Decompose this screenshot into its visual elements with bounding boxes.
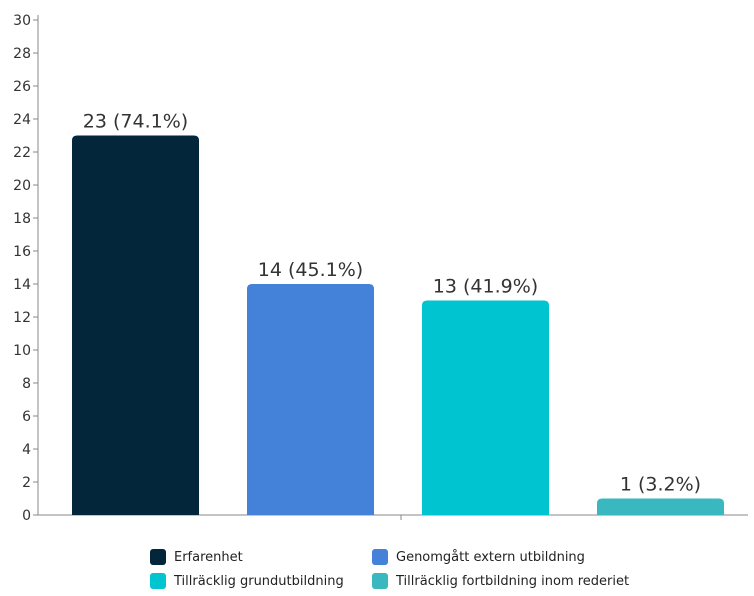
y-tick-label: 8 bbox=[22, 376, 31, 392]
legend-label: Tillräcklig grundutbildning bbox=[174, 573, 344, 589]
bar-3[interactable] bbox=[597, 498, 724, 516]
legend-item-3[interactable]: Tillräcklig fortbildning inom rederiet bbox=[372, 573, 672, 589]
bars bbox=[72, 135, 724, 516]
y-tick-label: 12 bbox=[13, 310, 31, 326]
y-tick-label: 24 bbox=[13, 112, 31, 128]
y-tick-label: 22 bbox=[13, 145, 31, 161]
data-label-2: 13 (41.9%) bbox=[433, 276, 538, 298]
y-tick-label: 10 bbox=[13, 343, 31, 359]
legend-swatch bbox=[150, 549, 166, 565]
y-tick-label: 26 bbox=[13, 79, 31, 95]
y-tick-label: 16 bbox=[13, 244, 31, 260]
legend-swatch bbox=[372, 549, 388, 565]
legend-item-2[interactable]: Tillräcklig grundutbildning bbox=[150, 573, 372, 589]
data-labels: 23 (74.1%) 14 (45.1%) 13 (41.9%) 1 (3.2%) bbox=[83, 111, 701, 496]
legend-item-0[interactable]: Erfarenhet bbox=[150, 549, 372, 565]
legend-label: Erfarenhet bbox=[174, 549, 243, 565]
data-label-0: 23 (74.1%) bbox=[83, 111, 188, 133]
y-tick-label: 6 bbox=[22, 409, 31, 425]
bar-2[interactable] bbox=[422, 300, 549, 516]
y-tick-label: 18 bbox=[13, 211, 31, 227]
legend-label: Genomgått extern utbildning bbox=[396, 549, 585, 565]
y-tick-label: 4 bbox=[22, 442, 31, 458]
y-tick-label: 30 bbox=[13, 13, 31, 29]
y-tick-label: 0 bbox=[22, 508, 31, 524]
data-label-1: 14 (45.1%) bbox=[258, 259, 363, 281]
y-tick-label: 28 bbox=[13, 46, 31, 62]
legend-label: Tillräcklig fortbildning inom rederiet bbox=[396, 573, 630, 589]
legend-swatch bbox=[150, 573, 166, 589]
legend-item-1[interactable]: Genomgått extern utbildning bbox=[372, 549, 672, 565]
legend-swatch bbox=[372, 573, 388, 589]
y-tick-label: 20 bbox=[13, 178, 31, 194]
y-tick-label: 2 bbox=[22, 475, 31, 491]
legend: Erfarenhet Genomgått extern utbildning Til… bbox=[150, 549, 710, 589]
y-tick-label: 14 bbox=[13, 277, 31, 293]
data-label-3: 1 (3.2%) bbox=[620, 474, 701, 496]
bar-0[interactable] bbox=[72, 135, 199, 516]
bar-1[interactable] bbox=[247, 284, 374, 515]
